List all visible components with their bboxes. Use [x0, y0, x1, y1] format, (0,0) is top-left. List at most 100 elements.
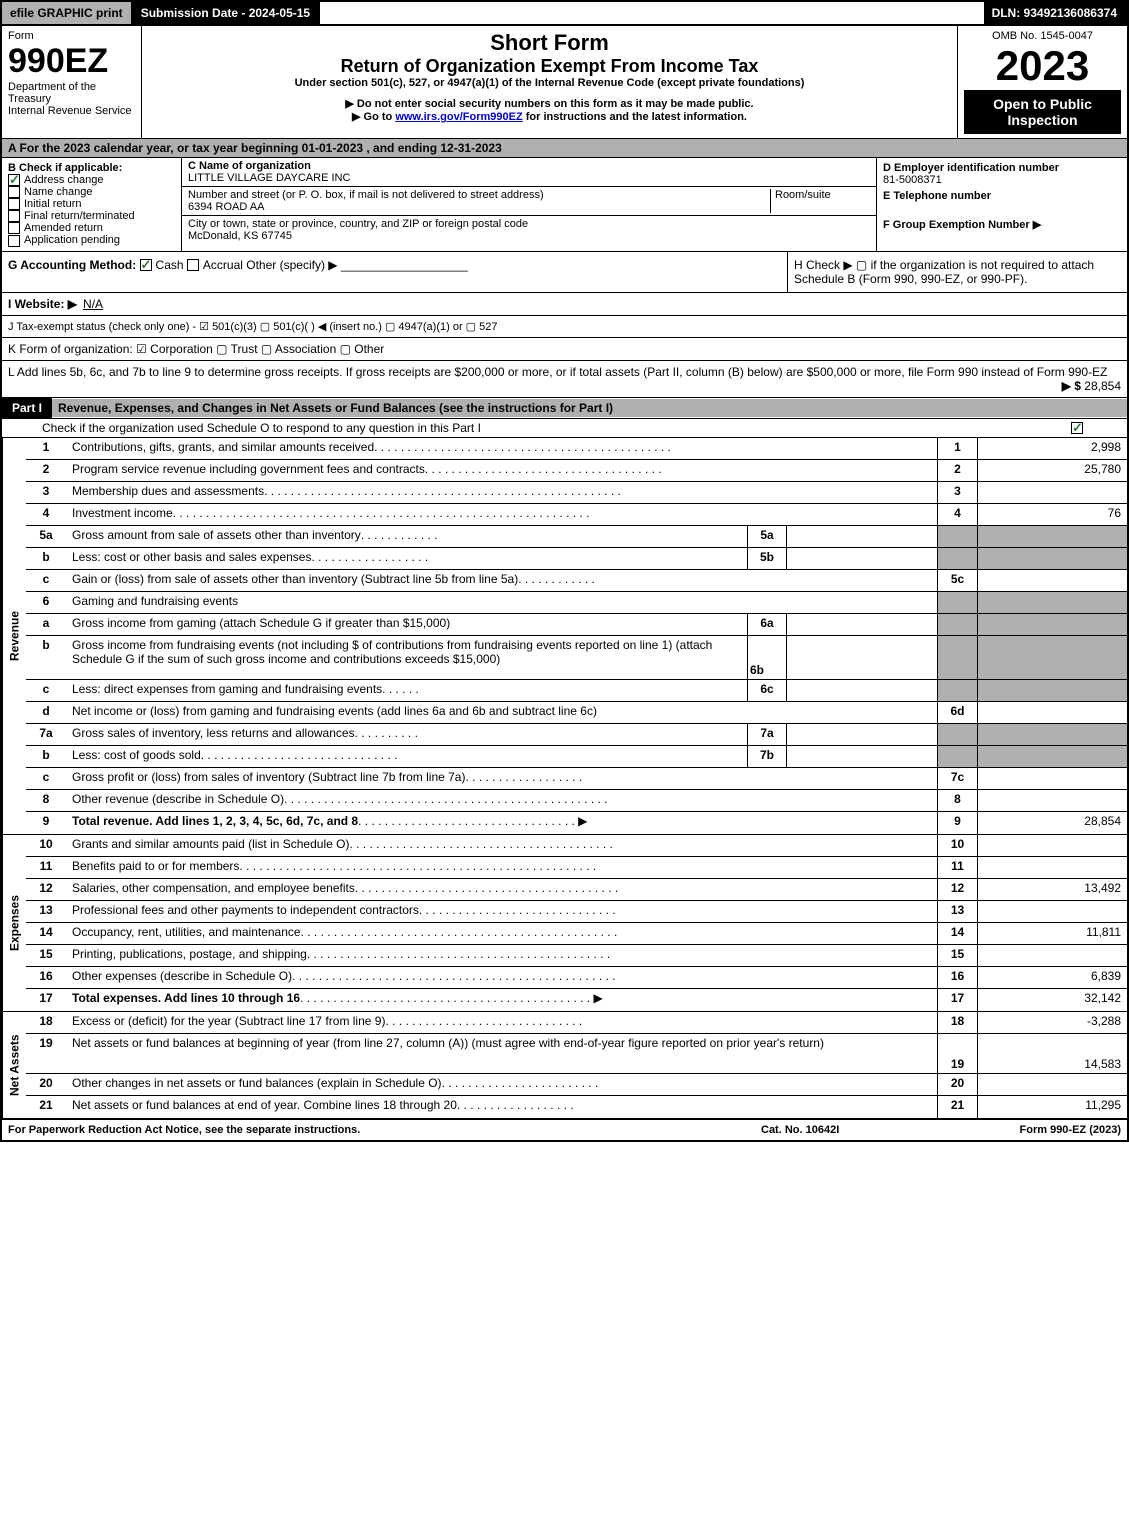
line-desc: Other revenue (describe in Schedule O) — [72, 792, 284, 806]
check-initial-return[interactable] — [8, 198, 20, 210]
check-cash[interactable] — [140, 259, 152, 271]
section-a: A For the 2023 calendar year, or tax yea… — [0, 139, 1129, 158]
line-20: 20 Other changes in net assets or fund b… — [26, 1074, 1127, 1096]
line-num: 5a — [26, 526, 66, 547]
part1-check-row: Check if the organization used Schedule … — [0, 419, 1129, 438]
omb-number: OMB No. 1545-0047 — [964, 30, 1121, 42]
line-num: 14 — [26, 923, 66, 944]
section-h: H Check ▶ ▢ if the organization is not r… — [787, 252, 1127, 292]
line-val: 6,839 — [977, 967, 1127, 988]
line-16: 16 Other expenses (describe in Schedule … — [26, 967, 1127, 989]
line-rn: 10 — [937, 835, 977, 856]
line-4: 4 Investment income. . . . . . . . . . .… — [26, 504, 1127, 526]
line-rn-shade — [937, 636, 977, 679]
check-name-change[interactable] — [8, 186, 20, 198]
line-num: 3 — [26, 482, 66, 503]
label-final-return: Final return/terminated — [24, 210, 135, 222]
section-bcd: B Check if applicable: Address change Na… — [0, 158, 1129, 252]
line-val — [977, 570, 1127, 591]
revenue-side-label: Revenue — [2, 438, 26, 834]
mini-num: 7b — [747, 746, 787, 767]
line-2: 2 Program service revenue including gove… — [26, 460, 1127, 482]
line-5a: 5a Gross amount from sale of assets othe… — [26, 526, 1127, 548]
mini-num: 6c — [747, 680, 787, 701]
part1-header: Part I Revenue, Expenses, and Changes in… — [0, 398, 1129, 419]
section-l-arrow: ▶ $ — [1062, 379, 1081, 393]
org-name: LITTLE VILLAGE DAYCARE INC — [188, 172, 870, 184]
line-desc: Program service revenue including govern… — [72, 462, 425, 476]
line-desc: Less: cost of goods sold — [72, 748, 201, 762]
street-value: 6394 ROAD AA — [188, 201, 770, 213]
mini-num: 5a — [747, 526, 787, 547]
line-desc: Other expenses (describe in Schedule O) — [72, 969, 292, 983]
line-desc: Total expenses. Add lines 10 through 16 — [72, 991, 300, 1005]
line-num: 13 — [26, 901, 66, 922]
line-desc: Printing, publications, postage, and shi… — [72, 947, 307, 961]
line-desc: Salaries, other compensation, and employ… — [72, 881, 355, 895]
mini-val — [787, 548, 937, 569]
subtitle: Under section 501(c), 527, or 4947(a)(1)… — [148, 77, 951, 89]
line-rn-shade — [937, 526, 977, 547]
label-name-change: Name change — [24, 186, 93, 198]
line-rn: 6d — [937, 702, 977, 723]
irs-label: Internal Revenue Service — [8, 105, 135, 117]
room-suite-label: Room/suite — [770, 189, 870, 213]
section-g: G Accounting Method: Cash Accrual Other … — [2, 252, 787, 292]
main-title: Return of Organization Exempt From Incom… — [148, 56, 951, 77]
check-accrual[interactable] — [187, 259, 199, 271]
line-rn-shade — [937, 548, 977, 569]
check-address-change[interactable] — [8, 174, 20, 186]
line-val-shade — [977, 680, 1127, 701]
mini-num: 7a — [747, 724, 787, 745]
mini-num: 6a — [747, 614, 787, 635]
submission-date: Submission Date - 2024-05-15 — [133, 2, 320, 24]
line-rn: 12 — [937, 879, 977, 900]
line-rn: 11 — [937, 857, 977, 878]
line-num: 18 — [26, 1012, 66, 1033]
line-desc: Gross sales of inventory, less returns a… — [72, 726, 355, 740]
line-desc: Excess or (deficit) for the year (Subtra… — [72, 1014, 385, 1028]
line-desc: Less: cost or other basis and sales expe… — [72, 550, 311, 564]
check-final-return[interactable] — [8, 210, 20, 222]
line-10: 10 Grants and similar amounts paid (list… — [26, 835, 1127, 857]
footer-mid: Cat. No. 10642I — [761, 1124, 961, 1136]
check-amended-return[interactable] — [8, 222, 20, 234]
irs-link[interactable]: www.irs.gov/Form990EZ — [395, 111, 522, 123]
line-desc: Membership dues and assessments — [72, 484, 264, 498]
mini-val — [787, 614, 937, 635]
line-val-shade — [977, 548, 1127, 569]
line-desc: Occupancy, rent, utilities, and maintena… — [72, 925, 301, 939]
line-12: 12 Salaries, other compensation, and emp… — [26, 879, 1127, 901]
line-desc: Benefits paid to or for members — [72, 859, 239, 873]
mini-val — [787, 526, 937, 547]
line-6d: d Net income or (loss) from gaming and f… — [26, 702, 1127, 724]
mini-val — [787, 724, 937, 745]
line-rn: 17 — [937, 989, 977, 1011]
line-num: c — [26, 570, 66, 591]
line-val-shade — [977, 526, 1127, 547]
efile-button[interactable]: efile GRAPHIC print — [2, 2, 133, 24]
line-7a: 7a Gross sales of inventory, less return… — [26, 724, 1127, 746]
line-rn: 15 — [937, 945, 977, 966]
label-address-change: Address change — [24, 174, 104, 186]
check-schedule-o[interactable] — [1071, 422, 1083, 434]
section-b: B Check if applicable: Address change Na… — [2, 158, 182, 251]
section-gh: G Accounting Method: Cash Accrual Other … — [0, 252, 1129, 293]
line-17: 17 Total expenses. Add lines 10 through … — [26, 989, 1127, 1011]
line-val-shade — [977, 592, 1127, 613]
line-val — [977, 482, 1127, 503]
line-19: 19 Net assets or fund balances at beginn… — [26, 1034, 1127, 1074]
check-application-pending[interactable] — [8, 235, 20, 247]
label-amended-return: Amended return — [24, 222, 103, 234]
line-num: b — [26, 548, 66, 569]
line-rn: 21 — [937, 1096, 977, 1118]
line-rn: 13 — [937, 901, 977, 922]
line-rn-shade — [937, 614, 977, 635]
part1-label: Part I — [2, 398, 52, 418]
line-18: 18 Excess or (deficit) for the year (Sub… — [26, 1012, 1127, 1034]
line-5c: c Gain or (loss) from sale of assets oth… — [26, 570, 1127, 592]
line-rn: 19 — [937, 1034, 977, 1073]
line-11: 11 Benefits paid to or for members. . . … — [26, 857, 1127, 879]
line-rn: 2 — [937, 460, 977, 481]
line-val: 14,583 — [977, 1034, 1127, 1073]
